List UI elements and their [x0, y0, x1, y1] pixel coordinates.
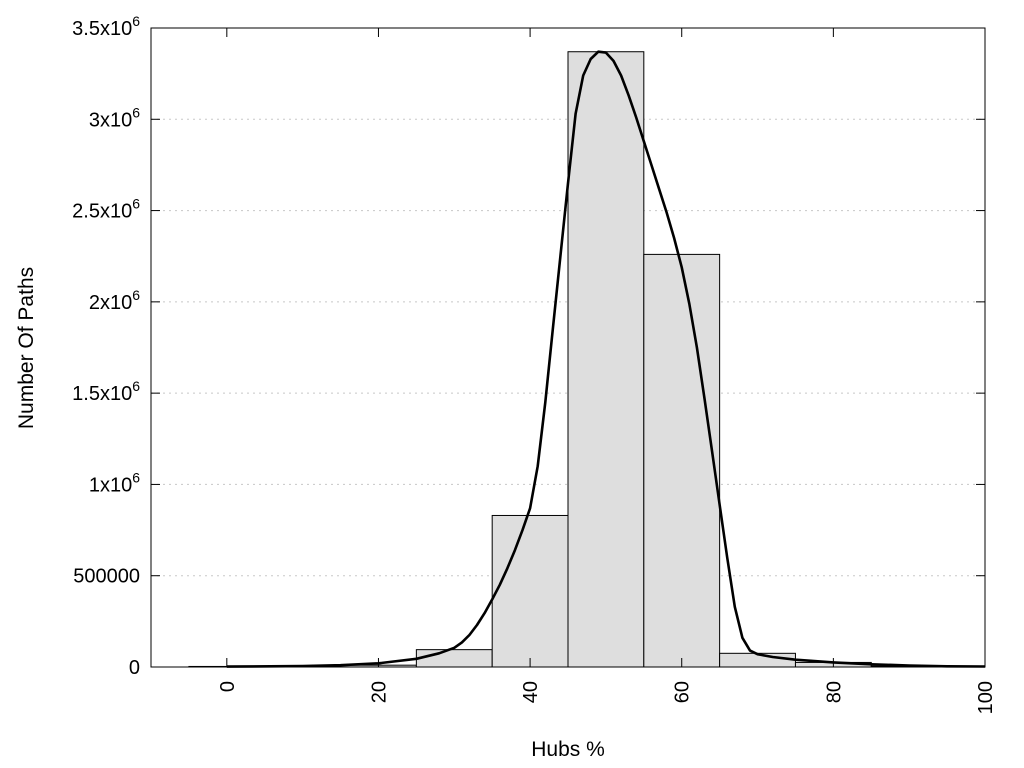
grid-lines — [151, 118, 985, 577]
x-axis: 0 20 40 60 80 100 — [217, 28, 997, 714]
x-tick-label: 100 — [975, 681, 997, 714]
y-axis: 0 500000 1x106 1.5x106 2x106 2.5x106 3x106 3.5x… — [72, 13, 985, 679]
x-tick-label: 80 — [823, 681, 845, 703]
x-tick-label: 20 — [368, 681, 390, 703]
histogram-bar — [415, 649, 493, 668]
y-tick-label: 3.5x106 — [72, 13, 140, 40]
histogram-bars — [188, 51, 986, 668]
plot-frame — [150, 27, 986, 668]
x-tick-label: 40 — [520, 681, 542, 703]
histogram-bar — [643, 253, 721, 668]
x-axis-title: Hubs % — [531, 738, 605, 761]
x-tick-label: 0 — [217, 681, 239, 692]
y-tick-label: 1x106 — [89, 469, 140, 496]
x-tick-label: 60 — [672, 681, 694, 703]
histogram-bar — [491, 514, 569, 668]
y-tick-label: 2x106 — [89, 287, 140, 314]
y-axis-title: Number Of Paths — [15, 267, 38, 429]
y-tick-label: 3x106 — [89, 104, 140, 131]
y-tick-label: 2.5x106 — [72, 196, 140, 223]
y-tick-label: 0 — [129, 657, 140, 679]
histogram-bar — [567, 51, 645, 668]
fit-curve — [226, 50, 986, 668]
y-tick-label: 500000 — [73, 566, 140, 588]
y-tick-label: 1.5x106 — [72, 378, 140, 405]
